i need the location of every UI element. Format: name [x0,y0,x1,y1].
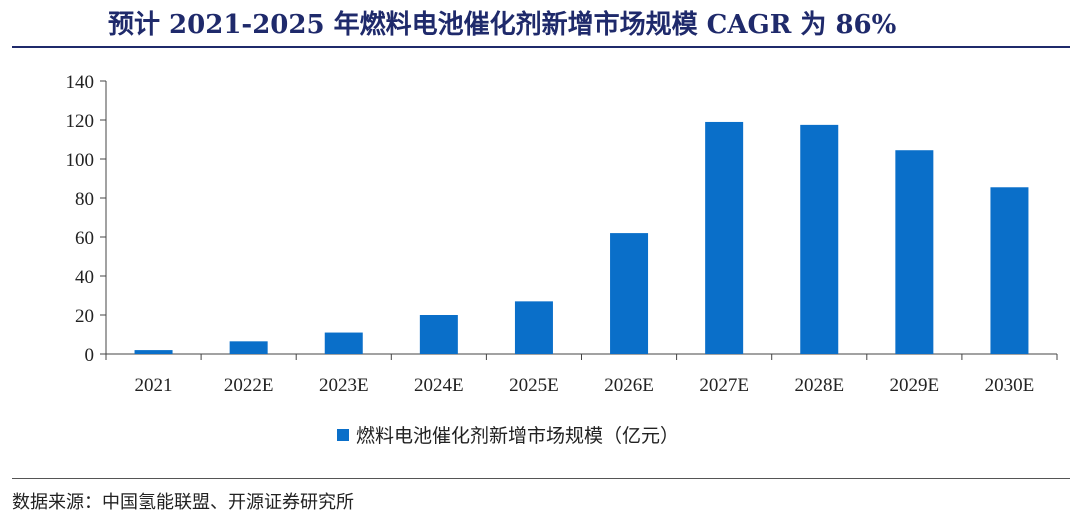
title-divider [12,46,1070,48]
bar-series [134,121,1029,354]
y-tick-label: 0 [85,345,95,366]
source-note: 数据来源：中国氢能联盟、开源证券研究所 [12,492,354,513]
bar [419,315,458,354]
x-tick-label: 2026E [604,375,654,396]
y-axis: 0 20 40 60 80 100 120 140 [66,72,107,366]
x-tick-label: 2021 [135,375,173,396]
bar [705,121,744,354]
source-divider [12,478,1070,479]
bar [895,150,934,354]
x-tick-label: 2024E [414,375,464,396]
x-tick-label: 2025E [509,375,559,396]
bar [990,187,1029,354]
x-tick-label: 2027E [699,375,749,396]
x-tick-label: 2028E [794,375,844,396]
bar [610,233,649,354]
x-tick-label: 2022E [224,375,274,396]
y-tick-label: 100 [66,150,95,171]
legend: 燃料电池催化剂新增市场规模（亿元） [337,425,679,447]
y-tick-label: 60 [75,228,94,249]
legend-swatch [337,429,349,441]
bar [324,332,363,354]
bar [134,350,173,354]
x-tick-label: 2029E [890,375,940,396]
chart-title: 预计 2021-2025 年燃料电池催化剂新增市场规模 CAGR 为 86% [108,10,897,40]
y-tick-label: 80 [75,189,94,210]
legend-label: 燃料电池催化剂新增市场规模（亿元） [356,425,679,447]
bar [800,124,839,354]
y-tick-label: 40 [75,267,94,288]
x-tick-label: 2023E [319,375,369,396]
x-tick-label: 2030E [985,375,1035,396]
bar [514,301,553,354]
x-axis: 2021 2022E 2023E 2024E 2025E 2026E 2027E 2028E 2… [105,353,1058,396]
bar [229,341,268,354]
y-tick-label: 20 [75,306,94,327]
y-tick-label: 120 [66,111,95,132]
y-tick-label: 140 [66,72,95,93]
